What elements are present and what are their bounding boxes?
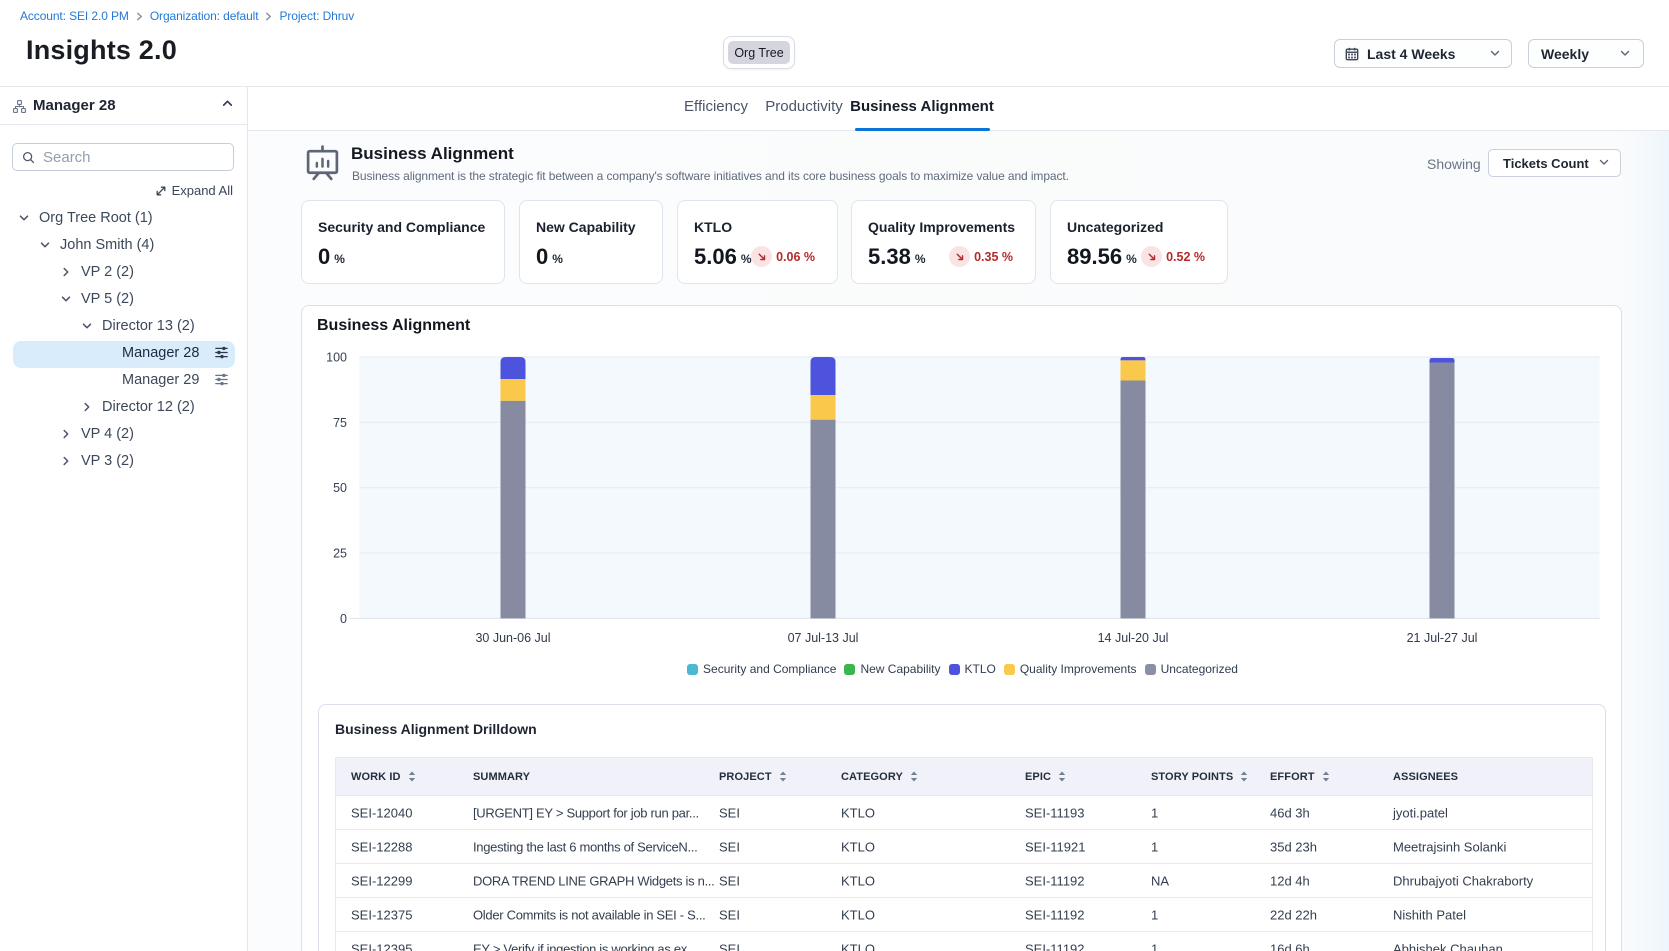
svg-text:07 Jul-13 Jul: 07 Jul-13 Jul <box>788 631 859 645</box>
svg-text:75: 75 <box>333 416 347 430</box>
svg-text:21 Jul-27 Jul: 21 Jul-27 Jul <box>1407 631 1478 645</box>
svg-text:50: 50 <box>333 481 347 495</box>
svg-text:25: 25 <box>333 547 347 561</box>
svg-text:14 Jul-20 Jul: 14 Jul-20 Jul <box>1098 631 1169 645</box>
svg-text:100: 100 <box>326 351 347 365</box>
svg-text:0: 0 <box>340 612 347 626</box>
svg-text:30 Jun-06 Jul: 30 Jun-06 Jul <box>475 631 550 645</box>
